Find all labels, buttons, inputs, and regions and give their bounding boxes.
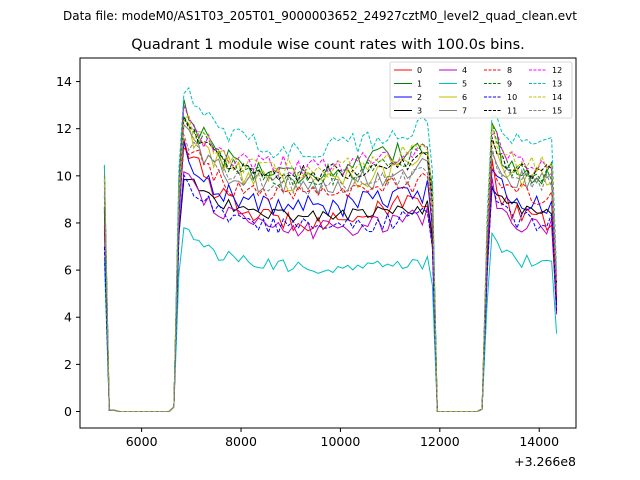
series-line-7 (103, 123, 558, 412)
y-tick-label: 8 (64, 215, 72, 230)
legend-label-14: 14 (552, 93, 562, 102)
series-line-11 (103, 117, 558, 412)
legend-label-10: 10 (507, 93, 517, 102)
y-tick-label: 14 (56, 74, 72, 89)
legend-label-8: 8 (507, 66, 512, 75)
legend-label-2: 2 (417, 93, 422, 102)
y-tick-label: 12 (56, 121, 72, 136)
x-tick-label: 14000 (519, 434, 559, 449)
x-offset-label: +3.266e8 (514, 454, 576, 469)
y-tick-label: 6 (64, 263, 72, 278)
series-line-14 (103, 113, 558, 412)
legend-label-7: 7 (462, 107, 467, 116)
legend-label-6: 6 (462, 93, 467, 102)
series-line-13 (103, 86, 558, 412)
chart-suptitle: Data file: modeM0/AS1T03_205T01_90000036… (63, 9, 577, 23)
legend-label-9: 9 (507, 80, 512, 89)
chart-title: Quadrant 1 module wise count rates with … (131, 37, 525, 53)
series-layer (103, 86, 558, 412)
x-tick-label: 10000 (321, 434, 361, 449)
x-tick-label: 6000 (126, 434, 158, 449)
x-tick-label: 8000 (225, 434, 257, 449)
series-line-12 (103, 105, 558, 412)
y-axis: 0 2 4 6 8 10 12 14 (56, 74, 80, 419)
legend-label-4: 4 (462, 66, 467, 75)
plot-frame (79, 57, 577, 429)
legend-label-15: 15 (552, 107, 562, 116)
y-tick-label: 10 (56, 168, 72, 183)
legend-frame (389, 61, 573, 119)
series-line-9 (103, 114, 558, 412)
x-tick-label: 12000 (420, 434, 460, 449)
series-line-15 (103, 134, 558, 412)
series-line-1 (103, 99, 558, 412)
legend-label-1: 1 (417, 80, 422, 89)
series-line-10 (103, 173, 558, 412)
legend-label-5: 5 (462, 80, 467, 89)
legend-label-13: 13 (552, 80, 562, 89)
legend-label-0: 0 (417, 66, 422, 75)
y-tick-label: 2 (64, 357, 72, 372)
series-line-6 (103, 119, 558, 412)
legend-label-3: 3 (417, 107, 422, 116)
y-tick-label: 4 (64, 310, 72, 325)
x-axis: 6000 8000 10000 12000 14000 (126, 428, 559, 449)
legend-label-11: 11 (507, 107, 517, 116)
y-tick-label: 0 (64, 404, 72, 419)
legend-label-12: 12 (552, 66, 562, 75)
series-line-5 (103, 227, 558, 412)
